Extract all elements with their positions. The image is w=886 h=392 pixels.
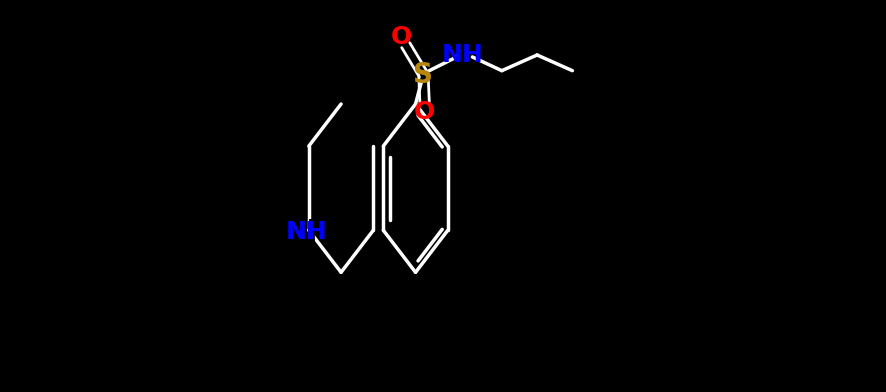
Text: S: S (414, 61, 433, 89)
Text: NH: NH (442, 43, 484, 67)
Text: NH: NH (286, 220, 328, 244)
Text: NH: NH (286, 220, 328, 244)
Text: O: O (392, 25, 413, 49)
Text: NH: NH (282, 218, 332, 247)
Text: O: O (414, 100, 435, 124)
